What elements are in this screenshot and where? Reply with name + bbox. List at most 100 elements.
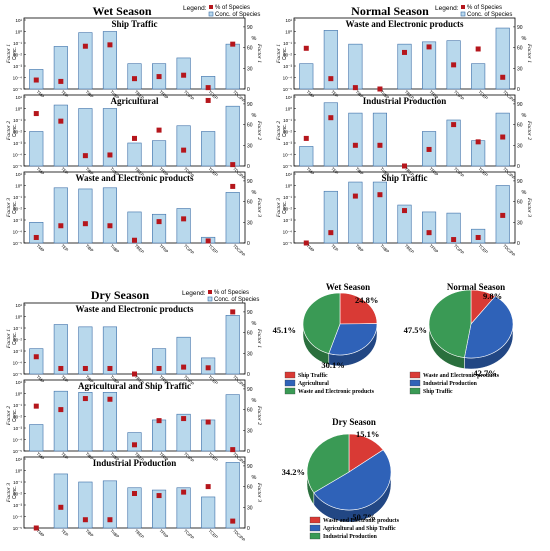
pie-chart: Wet Season 24.8% 30.1% 45.1% Ship Traffic Agr… [273,282,379,395]
pie-value-label: 42.7% [473,368,496,378]
panel-title: Industrial Production [93,458,177,468]
y-axis-factor-label: Factor 3 [6,198,12,218]
y-tick-label: 10⁻⁵ [283,87,292,92]
pct-marker [156,493,162,499]
x-tick-label: TiBP [355,243,365,253]
y2-tick-label: 0 [247,372,250,378]
pct-marker [107,396,113,402]
conc-bar [78,392,93,452]
pct-marker [156,74,162,80]
y2-tick-label: 30 [517,220,523,226]
pct-marker [156,219,162,225]
conc-bar [323,190,338,244]
conc-bar [176,413,191,452]
y-tick-label: 10¹ [15,457,22,462]
x-tick-label: TDCiPP [502,243,516,257]
pie-title: Dry Season [332,417,376,427]
conc-bar [495,112,510,167]
pct-marker [402,163,407,169]
x-tick-label: TiBP [85,451,95,461]
y-tick-label: 10⁰ [15,184,22,189]
y-tick-label: 10⁻² [13,338,22,343]
y2-axis-unit-label: % [522,190,527,196]
pct-marker [58,407,64,413]
panel-title: Industrial Production [363,96,447,106]
x-tick-label: TCiPP [183,528,195,540]
pct-marker [132,442,137,448]
pct-marker [82,396,88,402]
conc-bar [446,119,461,167]
y-tick-label: 10⁻² [13,207,22,212]
y-tick-label: 10⁰ [285,184,292,189]
y-tick-label: 10⁻² [13,130,22,135]
conc-bar [348,43,363,90]
conc-bar [53,390,68,452]
conc-bar [53,473,68,529]
y-tick-label: 10⁻⁴ [13,438,22,443]
pie-legend-label: Industrial Production [323,534,378,540]
bar-panel: Agricultural and Ship Traffic 10¹ 10⁰ 10⁻¹ 1… [6,379,262,466]
legend-title: Legend: [182,290,206,297]
y2-tick-label: 90 [247,310,253,316]
legend-conc-label: Conc. of Species [467,12,512,18]
y-tick-label: 10⁰ [15,392,22,397]
conc-bar [225,43,240,90]
conc-bar [152,140,167,167]
y-tick-label: 10¹ [15,303,22,308]
pie-slice [339,292,378,325]
conc-bar [471,140,486,167]
pct-marker [33,525,39,531]
pie-legend-label: Industrial Production [423,381,478,387]
pie-slice [464,295,514,359]
bar-panel: Ship Traffic 10¹ 10⁰ 10⁻¹ 10⁻² 10⁻³ 10⁻⁴ 10⁻⁵ 90… [276,171,532,258]
pct-marker [205,85,211,91]
pie-value-label: 9.8% [483,291,502,301]
panel-title: Agricultural [111,96,159,106]
x-tick-label: TBEP [404,243,415,254]
pct-marker [377,192,383,198]
conc-bar [53,104,68,167]
pct-marker [181,216,187,222]
bar-panel: Industrial Production 10¹ 10⁰ 10⁻¹ 10⁻² 10⁻³ 1… [6,456,262,543]
pct-marker [205,484,211,490]
y-tick-label: 10⁻⁵ [13,164,22,169]
y2-axis-factor-label: Factor 2 [526,120,532,140]
pie-legend-swatch [309,532,321,540]
y-axis-unit-label: Conc. [12,124,18,137]
pie-value-label: 45.1% [273,325,296,335]
y-tick-label: 10⁻⁵ [283,164,292,169]
pie-legend-swatch [284,387,296,395]
pct-marker [181,416,187,422]
y2-tick-label: 90 [517,25,523,31]
x-tick-label: TiBP [85,89,95,99]
y-tick-label: 10¹ [15,95,22,100]
conc-bar [176,125,191,167]
pct-marker [475,46,481,52]
pct-marker [107,42,113,48]
pct-marker [107,517,113,523]
y2-tick-label: 0 [247,449,250,455]
bar-panel: Waste and Electronic products 10¹ 10⁰ 10⁻¹ 1… [6,171,262,258]
pct-marker [58,78,64,84]
bar-panel: Agricultural 10¹ 10⁰ 10⁻¹ 10⁻² 10⁻³ 10⁻⁴ 10⁻⁵ 90… [6,94,262,181]
pct-marker [230,41,236,47]
y-tick-label: 10¹ [285,18,292,23]
x-tick-label: TPhP [158,243,169,254]
y-tick-label: 10⁻⁴ [13,76,22,81]
conc-bar [29,131,44,167]
y2-tick-label: 0 [247,526,250,532]
panel-title: Agricultural and Ship Traffic [78,381,191,391]
conc-bar [78,326,93,375]
pct-marker [230,162,236,168]
pct-marker [181,72,187,78]
y-tick-label: 10⁻⁵ [283,241,292,246]
y-tick-label: 10⁻⁴ [283,230,292,235]
legend-title: Legend: [183,5,207,12]
bar-panel: Waste and Electronic products 10¹ 10⁰ 10⁻¹ 1… [276,17,532,104]
pct-marker [426,230,432,236]
conc-bar [29,348,44,375]
x-tick-label: TMP [36,451,46,461]
y-tick-label: 10⁻³ [13,141,22,146]
pct-marker [230,518,236,524]
y-tick-label: 10⁻¹ [13,403,22,408]
